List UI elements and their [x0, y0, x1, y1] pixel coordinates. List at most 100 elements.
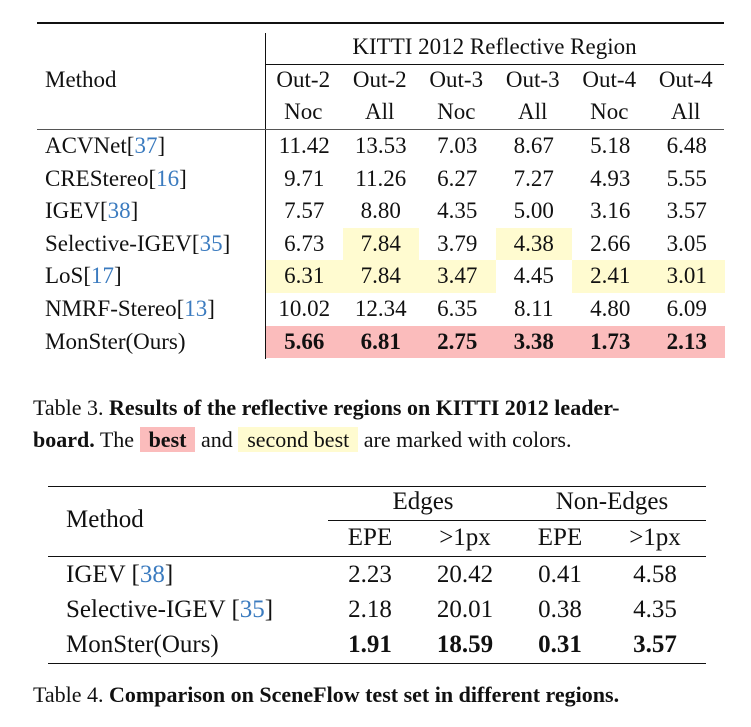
table-cell: 6.27: [437, 165, 478, 191]
table-cell: 6.35: [437, 296, 478, 321]
table-cell: 8.67: [513, 133, 554, 158]
column-header-bottom: All: [518, 99, 548, 124]
bottom-rule: [48, 663, 706, 664]
table-cell: 4.35: [633, 596, 677, 623]
table-cell: 7.84: [342, 260, 419, 293]
method-header: Method: [45, 67, 117, 92]
citation-link[interactable]: 38: [107, 198, 131, 224]
caption-title: Comparison on SceneFlow test set in diff…: [109, 682, 620, 707]
group-header-non-edges: Non-Edges: [555, 488, 669, 515]
method-name: MonSter(Ours): [45, 328, 186, 354]
top-rule: [37, 22, 724, 24]
column-header-bottom: All: [365, 99, 395, 124]
table-cell: 2.41: [572, 260, 649, 293]
column-header-bottom: Noc: [437, 99, 476, 124]
group-header-edges: Edges: [392, 488, 454, 515]
method-name: Selective-IGEV: [45, 230, 192, 256]
subcolumn-header: >1px: [439, 524, 491, 551]
table-cell: 10.02: [278, 296, 331, 321]
table-cell: 7.03: [437, 133, 478, 158]
method-name: IGEV: [45, 198, 100, 224]
table-cell: 3.79: [437, 230, 478, 256]
caption-text: and: [200, 427, 233, 452]
citation-link[interactable]: 16: [156, 165, 180, 191]
row-method-name: Selective-IGEV [35]: [66, 596, 274, 623]
citation-link[interactable]: 35: [199, 230, 223, 256]
citation-link[interactable]: 38: [139, 561, 165, 588]
subcolumn-header: >1px: [629, 524, 681, 551]
second-best-legend: second best: [238, 427, 359, 452]
table-cell: 2.18: [348, 596, 392, 623]
row-method-name: IGEV[38]: [45, 198, 139, 224]
caption-text: are marked with colors.: [363, 427, 572, 452]
table-cell: 6.48: [666, 133, 707, 158]
table-cell: 0.41: [538, 561, 582, 588]
row-method-name: Selective-IGEV[35]: [45, 230, 231, 256]
table-cell: 20.42: [436, 561, 494, 588]
table-cell: 3.57: [666, 198, 707, 224]
row-method-name: IGEV [38]: [66, 561, 174, 588]
method-name: ACVNet: [45, 133, 127, 158]
method-name: MonSter(Ours): [66, 631, 219, 658]
caption-title: Results of the reflective regions on KIT…: [109, 395, 620, 420]
citation-link[interactable]: 13: [184, 296, 208, 321]
column-header-top: Out-4: [582, 67, 637, 92]
column-header-top: Out-3: [429, 67, 484, 92]
caption-label: Table 3.: [33, 395, 104, 420]
column-header-top: Out-3: [505, 67, 560, 92]
table-cell: 5.18: [590, 133, 631, 158]
caption-text: The: [99, 427, 135, 452]
table-cell: 12.34: [354, 296, 407, 321]
citation-link[interactable]: 37: [134, 133, 158, 158]
table-cell: 7.57: [284, 198, 325, 224]
caption-title-end: board.: [33, 427, 95, 452]
table-cell: 0.38: [538, 596, 582, 623]
row-method-name: MonSter(Ours): [45, 326, 186, 359]
table-3-caption: Table 3. Results of the reflective regio…: [33, 392, 619, 424]
table-cell: 9.71: [284, 165, 325, 191]
group-header: KITTI 2012 Reflective Region: [352, 34, 637, 59]
table-cell: 4.58: [633, 561, 677, 588]
table-cell: 2.13: [648, 325, 725, 359]
header-rule: [48, 556, 706, 557]
group-rule: [265, 64, 724, 65]
table-cell: 1.73: [572, 325, 649, 359]
column-header-top: Out-4: [658, 67, 713, 92]
table-cell: 2.75: [419, 325, 496, 359]
table-4-caption: Table 4. Comparison on SceneFlow test se…: [33, 679, 619, 711]
table-cell: 3.38: [495, 325, 572, 359]
method-name: LoS: [45, 263, 84, 289]
table-cell: 18.59: [436, 631, 494, 658]
row-method-name: NMRF-Stereo[13]: [45, 296, 215, 321]
method-name: NMRF-Stereo: [45, 296, 177, 321]
table-cell: 8.11: [514, 296, 554, 321]
table-cell: 5.66: [266, 325, 343, 359]
table-cell: 11.26: [355, 165, 407, 191]
citation-link[interactable]: 35: [239, 596, 265, 623]
table-cell: 3.16: [590, 198, 631, 224]
column-header-top: Out-2: [276, 67, 331, 92]
column-header-top: Out-2: [352, 67, 407, 92]
table-cell: 6.81: [342, 325, 419, 359]
table-cell: 3.05: [666, 230, 707, 256]
table-cell: 3.47: [419, 260, 496, 293]
table-3-caption-line2: board. The best and second best are mark…: [33, 424, 571, 456]
row-method-name: MonSter(Ours): [66, 627, 219, 662]
table-cell: 4.93: [590, 165, 631, 191]
method-name: CREStereo: [45, 165, 149, 191]
column-header-bottom: Noc: [284, 99, 323, 124]
vertical-rule: [265, 33, 266, 359]
group-rule: [328, 520, 706, 521]
table-cell: 5.55: [666, 165, 707, 191]
table-cell: 6.31: [266, 260, 343, 293]
table-cell: 0.31: [538, 631, 582, 658]
method-header: Method: [66, 506, 144, 533]
table-cell: 3.57: [633, 631, 677, 658]
row-method-name: CREStereo[16]: [45, 165, 187, 191]
table-cell: 4.45: [513, 263, 554, 289]
subcolumn-header: EPE: [347, 524, 393, 551]
table-cell: 4.38: [495, 227, 572, 261]
row-method-name: ACVNet[37]: [45, 133, 166, 158]
table-cell: 20.01: [436, 596, 494, 623]
citation-link[interactable]: 17: [91, 263, 115, 289]
